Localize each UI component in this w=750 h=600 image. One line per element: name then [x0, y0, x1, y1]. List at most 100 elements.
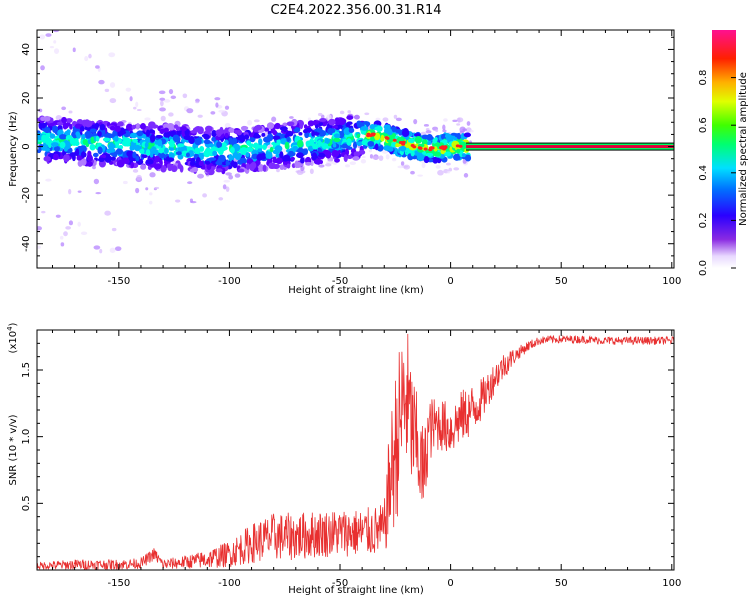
spectrogram-band-blob: [148, 122, 155, 128]
spectrogram-noise-blob: [437, 169, 444, 176]
spectrogram-noise-blob: [149, 200, 153, 205]
spectrogram-band-blob: [142, 133, 147, 139]
spectrogram-band-blob: [253, 132, 260, 138]
spectrogram-band-blob: [97, 131, 102, 137]
spectrogram-noise-blob: [60, 242, 65, 247]
spectrogram-band-blob: [465, 154, 472, 162]
spectrogram-noise-blob: [421, 162, 426, 169]
spectrogram-band-blob: [228, 127, 235, 133]
spectrogram-band-blob: [190, 130, 198, 134]
spectrogram-band-blob: [75, 148, 80, 157]
spectrogram-band-blob: [215, 160, 223, 166]
spectrogram-band-blob: [250, 161, 257, 169]
spectrogram-peak-blob: [392, 138, 397, 142]
spectrogram-band-blob: [205, 125, 213, 132]
snr-y-scale-base: (x10: [8, 331, 19, 354]
spectrogram-band-blob: [299, 162, 304, 167]
spectrogram-band-blob: [74, 140, 80, 147]
spectrogram-band-blob: [238, 136, 246, 142]
spectrogram-noise-blob: [375, 117, 381, 121]
spectrogram-band-blob: [201, 133, 209, 138]
spectrogram-band-blob: [253, 142, 258, 147]
spectrogram-band-blob: [328, 118, 336, 126]
spectrogram-frame: [36, 29, 675, 269]
spectrogram-band-blob: [81, 133, 86, 140]
spectrogram-band-blob: [343, 154, 348, 162]
spectrogram-band-blob: [334, 158, 340, 163]
spectrogram-noise-blob: [197, 173, 204, 179]
spectrogram-noise-blob: [435, 129, 439, 133]
spectrogram-noise-blob: [99, 248, 103, 254]
spectrogram-noise-blob: [159, 107, 166, 112]
spectrogram-band-blob: [155, 134, 164, 139]
spectrogram-band-blob: [117, 121, 124, 127]
spectrogram-band-blob: [145, 149, 151, 156]
spectrogram-band-blob: [356, 133, 361, 139]
spectrogram-band-blob: [239, 157, 248, 165]
spectrogram-band-blob: [38, 121, 43, 130]
spectrogram-band-blob: [333, 133, 341, 139]
spectrogram-band-blob: [257, 147, 263, 153]
spectrogram-band-blob: [43, 115, 51, 122]
spectrogram-noise-blob: [224, 122, 231, 129]
spectrogram-band-blob: [90, 136, 95, 144]
spectrogram-noise-blob: [77, 190, 82, 193]
spectrogram-noise-blob: [214, 97, 221, 101]
spectrogram-band-blob: [97, 157, 105, 162]
spectrogram-band-blob: [245, 152, 250, 158]
spectrogram-noise-blob: [445, 162, 451, 166]
spectrogram-noise-blob: [326, 114, 332, 121]
spectrogram-band-blob: [154, 155, 160, 163]
spectrogram-noise-blob: [136, 174, 142, 181]
spectrogram-noise-blob: [149, 172, 156, 178]
spectrogram-band-blob: [344, 148, 350, 157]
spectrogram-band-blob: [358, 149, 366, 155]
spectrogram-peak-blob: [428, 148, 433, 152]
spectrogram-band-blob: [144, 136, 150, 144]
spectrogram-band-blob: [86, 154, 93, 162]
spectrogram-band-blob: [460, 141, 468, 150]
spectrogram-noise-blob: [423, 123, 429, 127]
spectrogram-noise-blob: [403, 164, 411, 170]
spectrogram-band-blob: [299, 121, 304, 130]
figure-title: C2E4.2022.356.00.31.R14: [270, 3, 441, 18]
spectrogram-noise-blob: [168, 112, 174, 117]
spectrogram-noise-blob: [108, 52, 116, 58]
spectrogram-band-blob: [272, 156, 277, 161]
spectrogram-panel: -150 -100 -50 0 50 100 -40 -20 0 20 40 Height of …: [8, 29, 681, 296]
spectrogram-noise-blob: [397, 165, 405, 169]
spectrogram-noise-blob: [53, 40, 57, 44]
spectrogram-band-blob: [324, 138, 331, 144]
spectrogram-band-blob: [305, 161, 312, 166]
spectrogram-band-blob: [115, 148, 124, 155]
spectrogram-noise-blob: [317, 112, 323, 117]
spectrogram-band-blob: [95, 135, 100, 142]
spectrogram-band-blob: [97, 146, 103, 155]
spectrogram-noise-blob: [417, 174, 424, 177]
spectrogram-band-blob: [463, 132, 472, 138]
spectrogram-noise-blob: [400, 161, 405, 166]
spectrogram-band-blob: [94, 122, 100, 128]
spectrogram-band-blob: [232, 161, 238, 169]
spectrogram-peak-blob: [398, 141, 403, 145]
spectrogram-band-blob: [245, 147, 254, 152]
spectrogram-noise-blob: [65, 226, 72, 230]
spectrogram-noise-blob: [410, 170, 415, 175]
spectrogram-band-blob: [258, 138, 263, 146]
spectrogram-noise-blob: [392, 157, 397, 162]
spectrogram-noise-blob: [129, 96, 133, 102]
snr-x-tick-label: 0: [447, 578, 453, 589]
spectrogram-noise-blob: [289, 116, 294, 119]
snr-panel: -150 -100 -50 0 50 100 0.5 1.0 1.5 Height of st…: [6, 322, 681, 596]
spectrogram-band-blob: [332, 143, 337, 148]
spectrogram-noise-blob: [469, 129, 474, 133]
spectrogram-band-blob: [261, 132, 266, 137]
spectrogram-band-blob: [53, 146, 60, 152]
spectrogram-band-blob: [386, 128, 394, 136]
spectrogram-noise-blob: [361, 155, 366, 159]
spectrogram-noise-blob: [133, 106, 137, 110]
spectrogram-noise-blob: [145, 187, 149, 191]
spectrogram-band-blob: [126, 123, 133, 131]
spectrogram-band-blob: [309, 138, 315, 146]
spectrogram-band-blob: [74, 123, 82, 129]
